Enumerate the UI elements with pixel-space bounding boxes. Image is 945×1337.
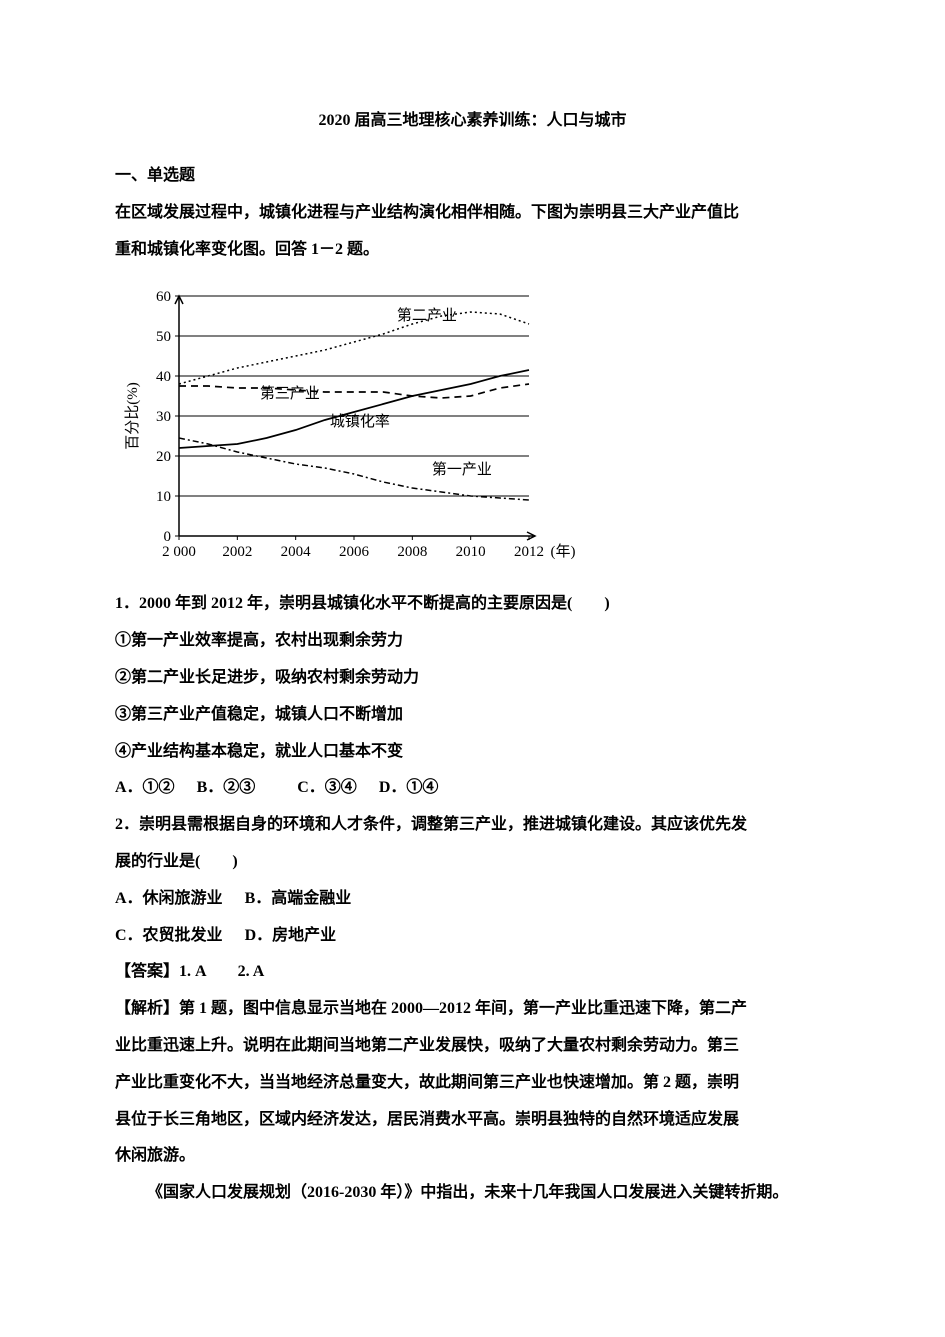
q1-statement-2: ②第二产业长足进步，吸纳农村剩余劳动力	[115, 660, 830, 697]
svg-text:2 000: 2 000	[162, 544, 196, 560]
q2-options-row2: C．农贸批发业 D．房地产业	[115, 918, 830, 955]
svg-text:城镇化率: 城镇化率	[330, 413, 390, 430]
svg-text:0: 0	[164, 529, 172, 545]
svg-text:20: 20	[156, 449, 171, 465]
q1-statement-3: ③第三产业产值稳定，城镇人口不断增加	[115, 697, 830, 734]
q1-statement-4: ④产业结构基本稳定，就业人口基本不变	[115, 734, 830, 771]
svg-text:50: 50	[156, 329, 171, 345]
svg-text:30: 30	[156, 409, 171, 425]
q2-option-d: D．房地产业	[245, 918, 337, 955]
explain-line-1: 【解析】第 1 题，图中信息显示当地在 2000—2012 年间，第一产业比重迅…	[115, 991, 830, 1028]
svg-text:第一产业: 第一产业	[432, 460, 492, 478]
svg-text:40: 40	[156, 369, 171, 385]
svg-text:百分比(%): 百分比(%)	[124, 383, 141, 451]
q2-stem-line1: 2．崇明县需根据自身的环境和人才条件，调整第三产业，推进城镇化建设。其应该优先发	[115, 807, 830, 844]
svg-text:2004: 2004	[281, 544, 312, 560]
q1-option-b: B．②③	[197, 770, 256, 807]
answer-line: 【答案】1. A 2. A	[115, 954, 830, 991]
q2-options-row1: A．休闲旅游业 B．高端金融业	[115, 881, 830, 918]
q1-options: A．①② B．②③ C．③④ D．①④	[115, 770, 830, 807]
document-page: 2020 届高三地理核心素养训练：人口与城市 一、单选题 在区域发展过程中，城镇…	[0, 0, 945, 1272]
explain-line-3: 产业比重变化不大，当当地经济总量变大，故此期间第三产业也快速增加。第 2 题，崇…	[115, 1065, 830, 1102]
svg-text:2002: 2002	[222, 544, 252, 560]
q1-option-c: C．③④	[297, 770, 357, 807]
q2-option-c: C．农贸批发业	[115, 918, 223, 955]
industry-chart: 0 10 20 30 40 50 60 2 000 2002 2004 2006 2008 2010 20…	[119, 282, 830, 572]
chart-svg: 0 10 20 30 40 50 60 2 000 2002 2004 2006 2008 2010 20…	[119, 282, 589, 572]
q2-option-b: B．高端金融业	[245, 881, 352, 918]
svg-text:第二产业: 第二产业	[397, 306, 457, 324]
explain-line-4: 县位于长三角地区，区域内经济发达，居民消费水平高。崇明县独特的自然环境适应发展	[115, 1102, 830, 1139]
svg-text:10: 10	[156, 489, 171, 505]
svg-text:2008: 2008	[397, 544, 427, 560]
q1-stem: 1．2000 年到 2012 年，崇明县城镇化水平不断提高的主要原因是( )	[115, 586, 830, 623]
intro-line-2: 重和城镇化率变化图。回答 1－2 题。	[115, 232, 830, 269]
q1-statement-1: ①第一产业效率提高，农村出现剩余劳力	[115, 623, 830, 660]
section-heading: 一、单选题	[115, 158, 830, 195]
q1-option-d: D．①④	[379, 770, 439, 807]
svg-text:第三产业: 第三产业	[260, 384, 320, 402]
page-title: 2020 届高三地理核心素养训练：人口与城市	[115, 106, 830, 130]
svg-text:2012: 2012	[514, 544, 544, 560]
footer-paragraph: 《国家人口发展规划（2016-2030 年）》中指出，未来十几年我国人口发展进入…	[115, 1175, 830, 1212]
explain-line-5: 休闲旅游。	[115, 1138, 830, 1175]
svg-text:60: 60	[156, 289, 171, 305]
explain-line-2: 业比重迅速上升。说明在此期间当地第二产业发展快，吸纳了大量农村剩余劳动力。第三	[115, 1028, 830, 1065]
q2-stem-line2: 展的行业是( )	[115, 844, 830, 881]
svg-text:(年): (年)	[551, 543, 576, 560]
svg-text:2010: 2010	[456, 544, 486, 560]
intro-line-1: 在区域发展过程中，城镇化进程与产业结构演化相伴相随。下图为崇明县三大产业产值比	[115, 195, 830, 232]
svg-text:2006: 2006	[339, 544, 370, 560]
q2-option-a: A．休闲旅游业	[115, 881, 223, 918]
q1-option-a: A．①②	[115, 770, 175, 807]
